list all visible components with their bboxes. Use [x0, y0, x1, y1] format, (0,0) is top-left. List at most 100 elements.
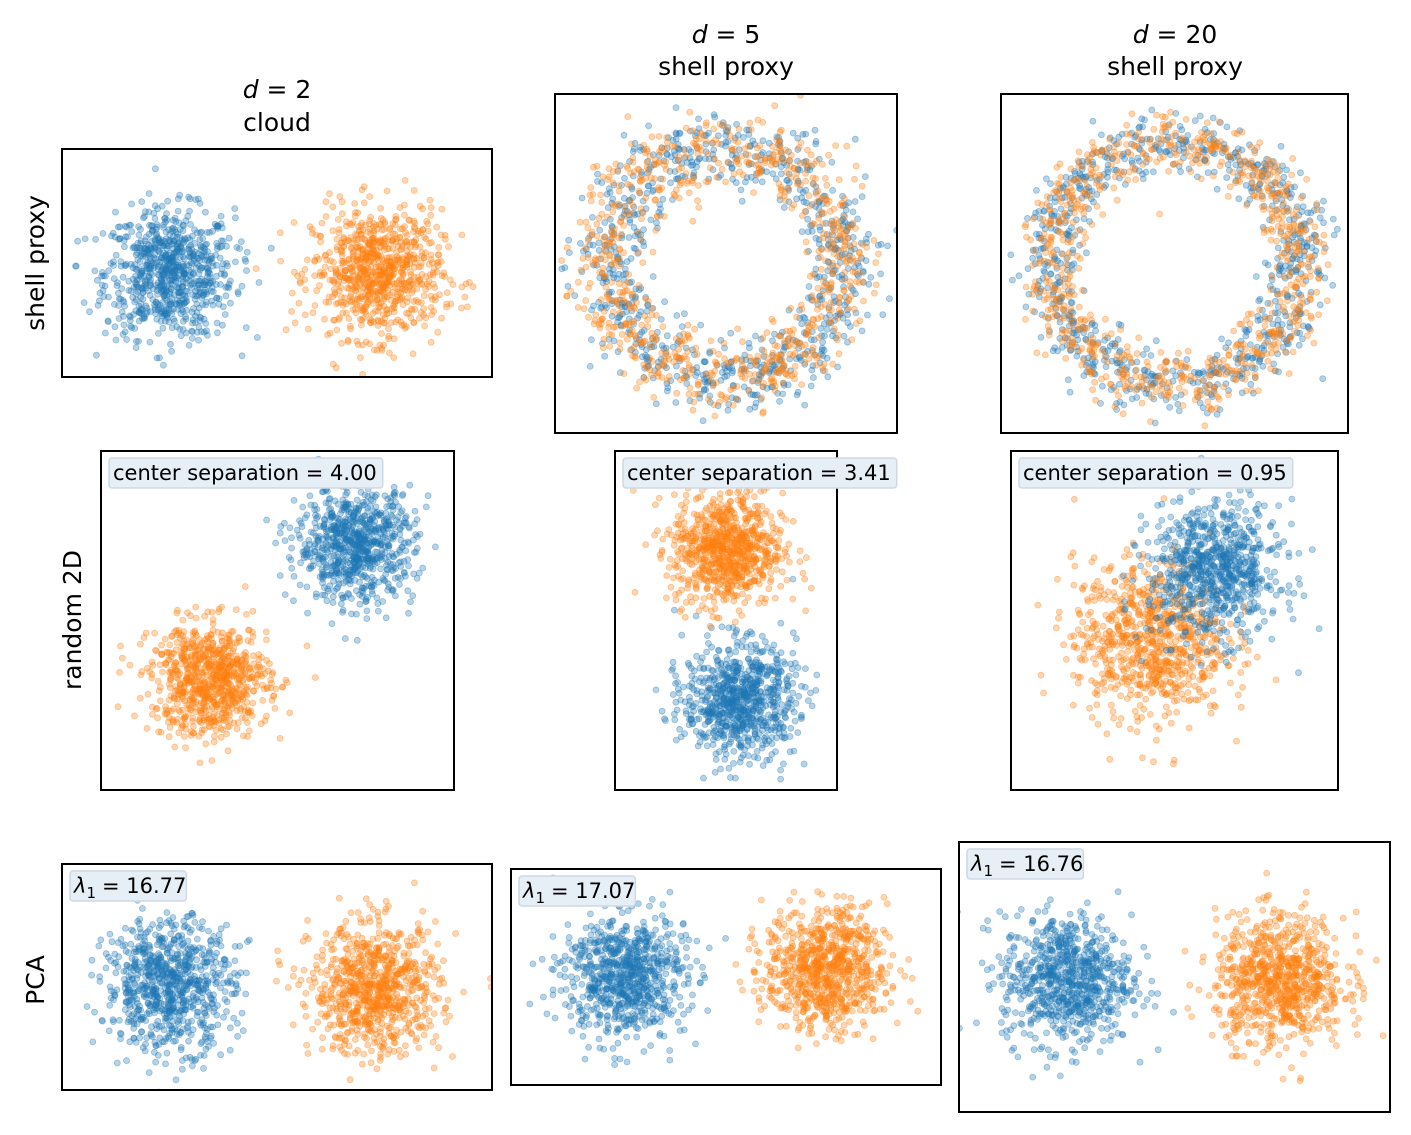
point-class_a: [139, 289, 147, 297]
point-class_b: [369, 299, 377, 307]
point-class_b: [356, 315, 364, 323]
point-class_b: [856, 269, 864, 277]
point-class_b: [668, 142, 676, 150]
point-class_a: [634, 230, 642, 238]
point-class_a: [94, 276, 101, 284]
point-class_a: [187, 242, 195, 249]
point-class_b: [1236, 178, 1244, 185]
point-class_b: [599, 173, 607, 181]
point-class_b: [1067, 238, 1075, 246]
point-class_b: [1212, 142, 1220, 150]
point-class_b: [1081, 316, 1089, 324]
point-class_a: [161, 238, 169, 245]
point-class_a: [614, 253, 621, 261]
point-class_b: [291, 319, 299, 327]
point-class_a: [1311, 251, 1319, 259]
point-class_a: [195, 262, 203, 270]
point-class_b: [337, 284, 345, 291]
point-class_a: [851, 264, 858, 272]
point-class_b: [367, 213, 375, 221]
point-class_a: [154, 246, 162, 254]
point-class_b: [703, 119, 710, 127]
point-class_a: [177, 289, 185, 297]
point-class_b: [661, 161, 668, 169]
point-class_a: [159, 242, 167, 250]
point-class_b: [773, 354, 780, 362]
point-class_a: [357, 564, 365, 572]
point-class_a: [163, 314, 171, 322]
point-class_a: [157, 317, 165, 325]
point-class_b: [396, 295, 404, 303]
point-class_a: [204, 248, 211, 255]
point-class_b: [770, 379, 777, 387]
point-class_a: [174, 207, 182, 215]
point-class_a: [172, 261, 180, 269]
point-class_a: [154, 263, 162, 271]
point-class_b: [312, 231, 320, 239]
point-class_b: [385, 275, 393, 283]
point-class_a: [793, 338, 800, 345]
point-class_a: [818, 245, 825, 253]
point-class_b: [374, 307, 382, 315]
point-class_b: [1043, 273, 1051, 281]
point-class_b: [1288, 229, 1295, 237]
point-class_a: [111, 323, 119, 331]
point-class_b: [374, 317, 382, 325]
point-class_a: [320, 521, 328, 529]
point-class_b: [381, 267, 388, 275]
point-class_b: [835, 298, 842, 306]
point-class_b: [1156, 210, 1163, 218]
point-class_a: [649, 151, 657, 159]
point-class_b: [620, 297, 628, 305]
point-class_b: [779, 365, 786, 373]
point-class_a: [127, 260, 135, 268]
point-class_a: [213, 239, 221, 247]
point-class_b: [1071, 209, 1078, 217]
point-class_a: [1067, 200, 1074, 207]
point-class_b: [377, 271, 385, 279]
point-class_a: [1134, 154, 1142, 162]
point-class_b: [726, 359, 733, 367]
point-class_a: [328, 509, 336, 517]
point-class_a: [180, 237, 188, 245]
point-class_a: [1111, 166, 1118, 174]
point-class_b: [388, 253, 396, 261]
point-class_a: [147, 281, 155, 289]
point-class_a: [197, 251, 205, 259]
point-class_b: [1038, 201, 1046, 209]
point-class_a: [154, 329, 162, 337]
point-class_a: [422, 503, 430, 511]
point-class_a: [172, 228, 180, 236]
point-class_a: [800, 158, 808, 166]
point-class_a: [865, 280, 873, 288]
point-class_b: [752, 356, 759, 364]
point-class_a: [801, 314, 809, 322]
point-class_a: [1063, 254, 1071, 262]
point-class_a: [1035, 251, 1043, 259]
point-class_b: [1306, 218, 1314, 226]
point-class_b: [1248, 387, 1256, 394]
point-class_b: [605, 251, 613, 259]
point-class_a: [1044, 258, 1051, 266]
point-class_a: [173, 274, 181, 282]
point-class_a: [226, 277, 234, 285]
point-class_b: [350, 278, 358, 286]
point-class_a: [213, 319, 221, 327]
axes-frame: [554, 93, 898, 434]
point-class_b: [840, 230, 848, 237]
point-class_a: [696, 390, 704, 398]
point-class_b: [1148, 145, 1155, 153]
point-class_a: [343, 489, 351, 497]
point-class_b: [1098, 375, 1105, 383]
point-class_b: [397, 246, 405, 254]
point-class_b: [351, 209, 359, 216]
point-class_b: [1175, 349, 1182, 357]
point-class_b: [1166, 388, 1174, 396]
point-class_b: [1150, 125, 1158, 133]
point-class_b: [340, 235, 348, 243]
point-class_a: [150, 209, 158, 217]
point-class_b: [629, 158, 637, 166]
point-class_a: [166, 249, 174, 257]
point-class_b: [380, 235, 387, 243]
